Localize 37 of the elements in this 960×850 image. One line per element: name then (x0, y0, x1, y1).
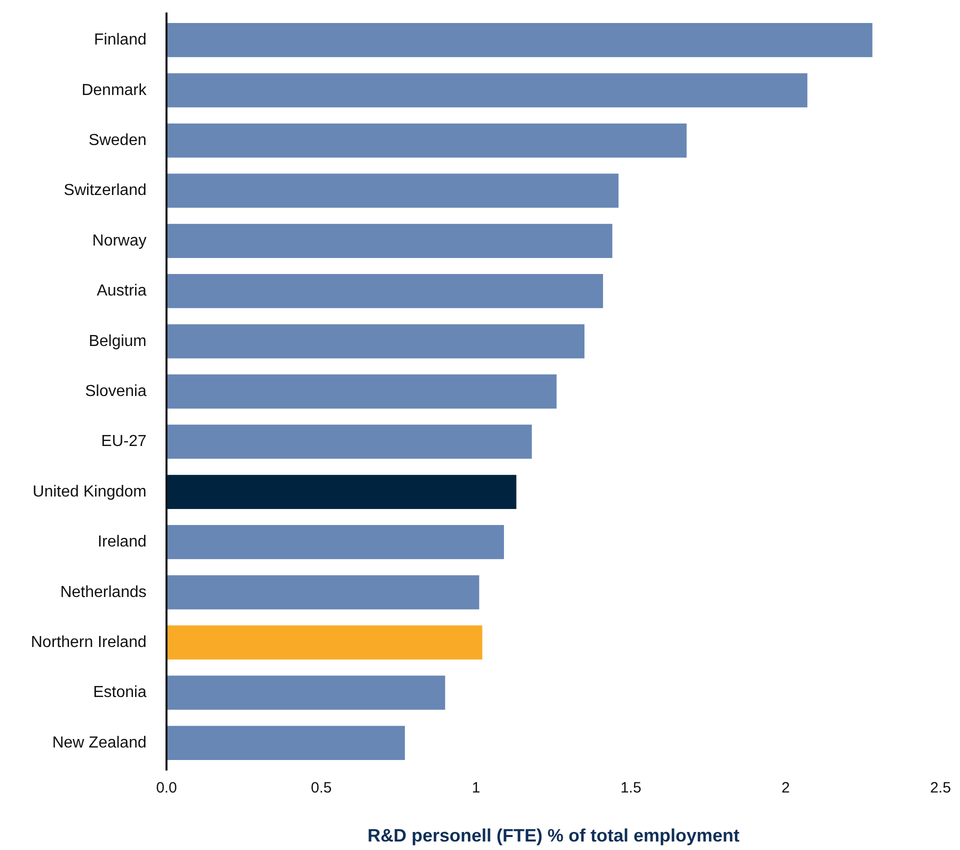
y-tick-label: Ireland (98, 534, 146, 551)
bar (166, 474, 516, 509)
x-tick-label: 0.5 (310, 780, 332, 796)
y-tick-label: Estonia (93, 684, 147, 702)
x-tick-label: 2.5 (930, 780, 951, 796)
x-tick-label: 1 (472, 780, 480, 796)
bar (166, 324, 584, 358)
y-tick-label: Netherlands (60, 584, 147, 601)
y-tick-label: Slovenia (85, 383, 147, 400)
y-tick-label: Austria (96, 282, 147, 300)
bar (166, 575, 480, 610)
bar (166, 23, 872, 58)
y-tick-label: New Zealand (52, 734, 147, 752)
y-tick-label: Norway (92, 232, 146, 250)
y-tick-label: Switzerland (64, 182, 146, 200)
x-tick-label: 1.5 (620, 780, 642, 796)
bar (166, 374, 557, 409)
y-tick-label: Denmark (82, 82, 148, 99)
y-tick-label: Sweden (88, 132, 147, 150)
x-tick-label: 2 (782, 780, 790, 796)
bar (166, 123, 687, 158)
bar (166, 625, 482, 660)
bar (166, 676, 446, 710)
bar (166, 224, 612, 258)
y-tick-label: Northern Ireland (30, 634, 147, 651)
bar (166, 525, 504, 560)
y-tick-label: United Kingdom (32, 483, 146, 500)
y-tick-label: Belgium (88, 332, 147, 350)
bar (166, 73, 808, 108)
bar (166, 174, 619, 208)
bar (166, 274, 604, 308)
y-tick-label: Finland (94, 32, 147, 49)
bar (166, 726, 405, 760)
x-tick-label: 0.0 (156, 780, 177, 796)
y-tick-label: EU-27 (101, 433, 147, 450)
x-axis-title: R&D personell (FTE) % of total employment (367, 826, 740, 846)
bar (166, 424, 532, 459)
